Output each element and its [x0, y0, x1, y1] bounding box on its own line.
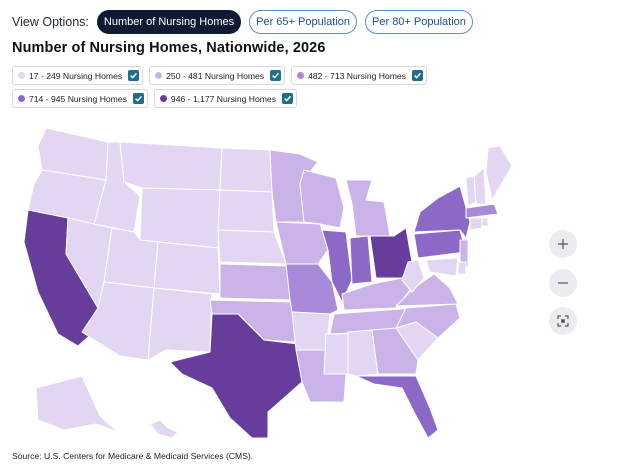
state-nh[interactable]	[473, 167, 487, 205]
legend: 17 - 249 Nursing Homes 250 - 481 Nursing…	[12, 66, 552, 108]
state-fl[interactable]	[355, 375, 439, 439]
legend-swatch	[18, 72, 25, 79]
state-il[interactable]	[321, 229, 353, 303]
legend-label: 17 - 249 Nursing Homes	[29, 70, 123, 81]
legend-item-bin-1[interactable]: 17 - 249 Nursing Homes	[12, 66, 144, 85]
checkbox-icon[interactable]	[412, 70, 423, 81]
state-co[interactable]	[153, 241, 221, 295]
state-hi[interactable]	[149, 419, 179, 439]
legend-item-bin-3[interactable]: 482 - 713 Nursing Homes	[291, 66, 427, 85]
legend-item-bin-2[interactable]: 250 - 481 Nursing Homes	[149, 66, 286, 85]
checkbox-icon[interactable]	[282, 93, 294, 104]
legend-label: 250 - 481 Nursing Homes	[166, 70, 265, 81]
legend-label: 714 - 945 Nursing Homes	[29, 93, 127, 104]
legend-swatch	[18, 95, 25, 102]
state-ms[interactable]	[323, 333, 349, 375]
fullscreen-button[interactable]	[549, 307, 577, 335]
zoom-in-button[interactable]	[549, 230, 577, 258]
state-ia[interactable]	[275, 221, 329, 265]
state-mo[interactable]	[285, 263, 339, 315]
minus-icon	[558, 282, 568, 284]
state-nd[interactable]	[219, 147, 273, 193]
state-al[interactable]	[347, 329, 379, 377]
fullscreen-icon	[557, 315, 569, 327]
legend-label: 482 - 713 Nursing Homes	[308, 70, 406, 81]
state-ne[interactable]	[217, 229, 287, 265]
zoom-out-button[interactable]	[549, 269, 577, 297]
view-button-per-80[interactable]: Per 80+ Population	[365, 10, 473, 34]
checkbox-icon[interactable]	[132, 93, 144, 104]
state-me[interactable]	[485, 145, 513, 201]
view-options-label: View Options:	[12, 15, 89, 29]
state-ma[interactable]	[465, 203, 499, 219]
state-pa[interactable]	[413, 229, 467, 259]
legend-swatch	[297, 72, 305, 79]
us-state-map	[23, 127, 513, 439]
view-button-per-65[interactable]: Per 65+ Population	[249, 10, 358, 34]
source-note: Source: U.S. Centers for Medicare & Medi…	[12, 451, 254, 461]
state-nj[interactable]	[459, 239, 469, 269]
state-sd[interactable]	[217, 189, 275, 233]
view-options: View Options: Number of Nursing Homes Pe…	[12, 10, 481, 34]
view-button-number[interactable]: Number of Nursing Homes	[96, 10, 242, 34]
state-ak[interactable]	[35, 375, 119, 433]
state-in[interactable]	[349, 235, 373, 285]
state-ri[interactable]	[481, 217, 489, 227]
page-title: Number of Nursing Homes, Nationwide, 202…	[12, 40, 326, 56]
state-ct[interactable]	[469, 217, 483, 231]
state-mi[interactable]	[345, 179, 391, 237]
legend-label: 946 - 1,177 Nursing Homes	[170, 93, 277, 104]
legend-item-bin-5[interactable]: 946 - 1,177 Nursing Homes	[153, 89, 298, 108]
legend-swatch	[155, 72, 163, 79]
state-de[interactable]	[457, 261, 467, 275]
state-mt[interactable]	[119, 141, 223, 191]
state-wv[interactable]	[401, 259, 425, 293]
state-ar[interactable]	[291, 311, 331, 351]
state-ga[interactable]	[371, 327, 419, 375]
checkbox-icon[interactable]	[128, 70, 140, 81]
state-wi[interactable]	[299, 169, 345, 229]
state-wy[interactable]	[139, 187, 221, 249]
state-ny[interactable]	[413, 185, 471, 239]
state-md[interactable]	[425, 257, 459, 277]
legend-swatch	[159, 95, 167, 102]
checkbox-icon[interactable]	[270, 70, 282, 81]
state-ks[interactable]	[219, 263, 291, 301]
legend-item-bin-4[interactable]: 714 - 945 Nursing Homes	[12, 89, 148, 108]
state-tx[interactable]	[169, 313, 303, 439]
state-nm[interactable]	[147, 287, 213, 361]
plus-icon	[558, 239, 568, 249]
